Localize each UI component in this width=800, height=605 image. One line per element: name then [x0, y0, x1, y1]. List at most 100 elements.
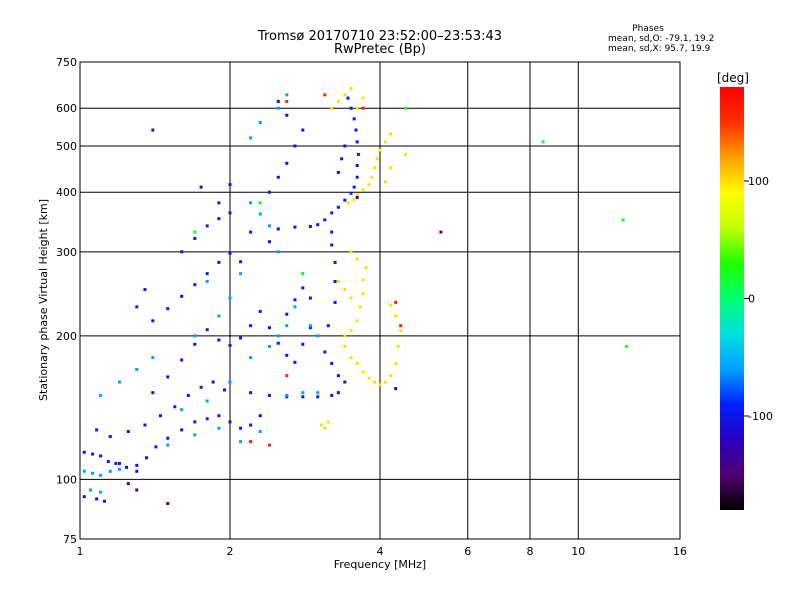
data-point — [394, 300, 398, 304]
data-point — [285, 393, 289, 397]
data-point — [117, 461, 121, 465]
data-point — [343, 144, 347, 148]
data-point — [333, 279, 337, 283]
data-point — [336, 170, 340, 174]
x-tick-label: 4 — [377, 545, 384, 558]
data-point — [114, 461, 118, 465]
data-point — [293, 298, 297, 302]
data-point — [193, 342, 197, 346]
data-point — [151, 128, 155, 132]
data-point — [293, 305, 297, 309]
data-point — [355, 195, 359, 199]
y-tick-label: 100 — [56, 473, 77, 486]
data-point — [336, 279, 340, 283]
data-point — [239, 426, 243, 430]
data-point — [326, 324, 330, 328]
y-tick-label: 750 — [56, 56, 77, 69]
data-point — [166, 436, 170, 440]
data-point — [361, 292, 365, 296]
data-point — [301, 286, 305, 290]
data-point — [249, 391, 253, 395]
data-point — [267, 190, 271, 194]
data-point — [355, 193, 359, 197]
data-point — [106, 460, 110, 464]
data-point — [340, 157, 344, 161]
data-point — [276, 250, 280, 254]
data-point — [193, 230, 197, 234]
data-point — [143, 288, 147, 292]
data-point — [267, 326, 271, 330]
data-point — [346, 201, 350, 205]
data-point — [349, 356, 353, 360]
data-point — [343, 288, 347, 292]
data-point — [285, 374, 289, 378]
data-point — [258, 414, 262, 418]
data-point — [367, 183, 371, 187]
data-point — [330, 361, 334, 365]
data-point — [267, 344, 271, 348]
data-point — [228, 183, 232, 187]
data-point — [151, 356, 155, 360]
x-tick-label: 8 — [527, 545, 534, 558]
data-point — [205, 417, 209, 421]
data-point — [249, 440, 253, 444]
data-point — [276, 227, 280, 231]
data-point — [239, 272, 243, 276]
data-point — [108, 469, 112, 473]
data-point — [217, 201, 221, 205]
data-point — [276, 334, 280, 338]
colorbar — [720, 87, 744, 510]
x-tick-labels: 1 2 4 6 8 10 16 — [77, 545, 688, 558]
data-point — [99, 490, 103, 494]
data-point — [267, 443, 271, 447]
data-point — [349, 250, 353, 254]
data-point — [135, 463, 139, 467]
data-point — [308, 324, 312, 328]
data-point — [258, 309, 262, 313]
data-point — [95, 497, 99, 501]
data-point — [82, 450, 86, 454]
data-point — [355, 257, 359, 261]
data-point — [267, 240, 271, 244]
data-point — [228, 420, 232, 424]
data-point — [323, 426, 327, 430]
data-point — [323, 218, 327, 222]
x-tick-label: 6 — [464, 545, 471, 558]
data-point — [82, 469, 86, 473]
data-point — [205, 328, 209, 332]
data-point — [173, 405, 177, 409]
data-point — [258, 121, 262, 125]
x-tick-label: 16 — [673, 545, 687, 558]
data-point — [403, 106, 407, 110]
data-point — [375, 157, 379, 161]
data-point — [361, 96, 365, 100]
data-point — [293, 144, 297, 148]
data-point — [126, 482, 130, 486]
data-point — [228, 251, 232, 255]
data-point — [370, 175, 374, 179]
data-point — [621, 218, 625, 222]
data-point — [180, 358, 184, 362]
data-point — [285, 353, 289, 357]
data-point — [180, 408, 184, 412]
data-point — [276, 341, 280, 345]
data-point — [373, 166, 377, 170]
data-point — [352, 117, 356, 121]
grid-lines — [80, 62, 680, 539]
data-point — [355, 319, 359, 323]
data-point — [383, 380, 387, 384]
y-tick-label: 500 — [56, 140, 77, 153]
data-point — [258, 201, 262, 205]
data-point — [126, 430, 130, 434]
data-point — [349, 106, 353, 110]
data-point — [394, 387, 398, 391]
data-point — [91, 471, 95, 475]
data-point — [336, 391, 340, 395]
data-point — [346, 96, 350, 100]
data-point — [336, 374, 340, 378]
data-point — [249, 356, 253, 360]
data-point — [258, 430, 262, 434]
data-point — [249, 423, 253, 427]
data-point — [333, 300, 337, 304]
